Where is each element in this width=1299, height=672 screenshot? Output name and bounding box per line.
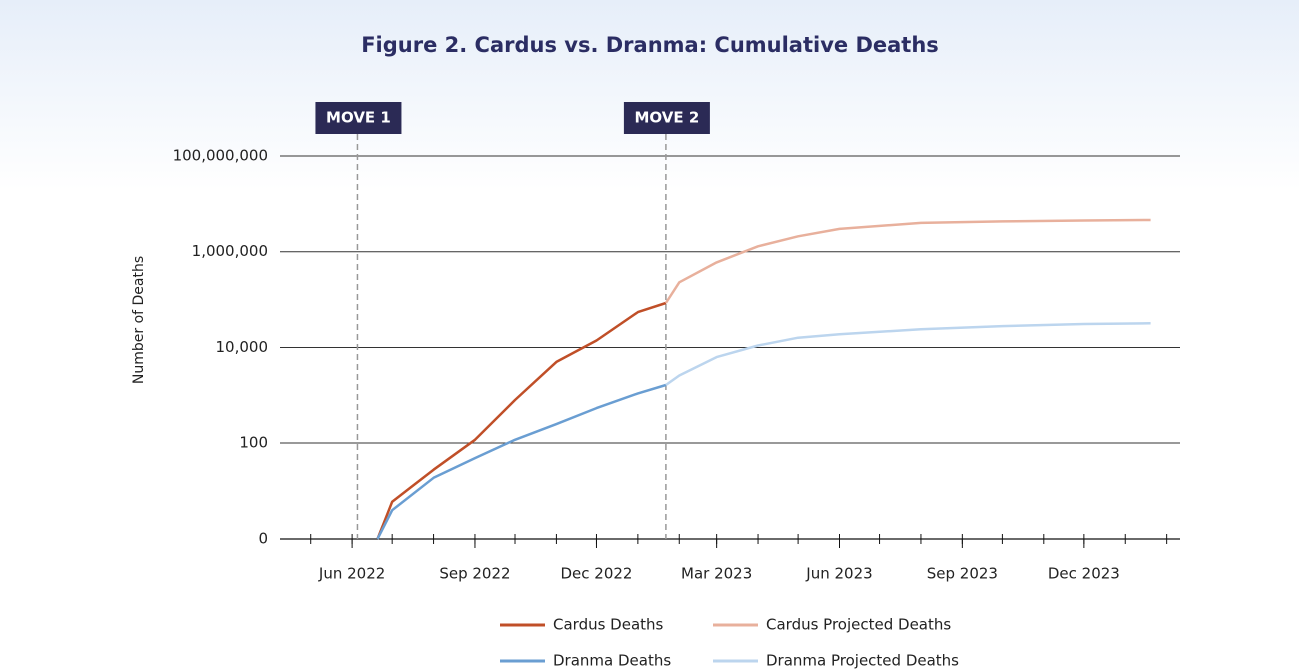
series-line: [378, 303, 666, 539]
y-axis-label: Number of Deaths: [131, 256, 147, 384]
legend-label: Dranma Deaths: [553, 652, 671, 670]
chart: Figure 2. Cardus vs. Dranma: Cumulative …: [0, 0, 1299, 672]
y-tick-label: 0: [258, 530, 268, 548]
y-tick-label: 100,000,000: [173, 147, 268, 165]
legend-label: Cardus Deaths: [553, 616, 664, 634]
x-tick-label: Sep 2022: [439, 565, 510, 583]
series-line: [378, 385, 666, 539]
annotation-label: MOVE 2: [635, 109, 700, 127]
series-line: [666, 220, 1151, 303]
legend-label: Cardus Projected Deaths: [766, 616, 951, 634]
x-tick-label: Mar 2023: [681, 565, 752, 583]
x-tick-label: Dec 2023: [1048, 565, 1120, 583]
x-tick-label: Sep 2023: [927, 565, 998, 583]
legend-label: Dranma Projected Deaths: [766, 652, 959, 670]
x-tick-label: Jun 2023: [805, 565, 872, 583]
series-line: [666, 323, 1151, 385]
page: Figure 2. Cardus vs. Dranma: Cumulative …: [0, 0, 1299, 672]
chart-title: Figure 2. Cardus vs. Dranma: Cumulative …: [361, 33, 939, 57]
y-tick-label: 100: [239, 434, 268, 452]
y-tick-label: 1,000,000: [192, 242, 268, 260]
x-tick-label: Dec 2022: [560, 565, 632, 583]
y-tick-label: 10,000: [216, 338, 269, 356]
annotation-label: MOVE 1: [326, 109, 391, 127]
x-tick-label: Jun 2022: [318, 565, 385, 583]
